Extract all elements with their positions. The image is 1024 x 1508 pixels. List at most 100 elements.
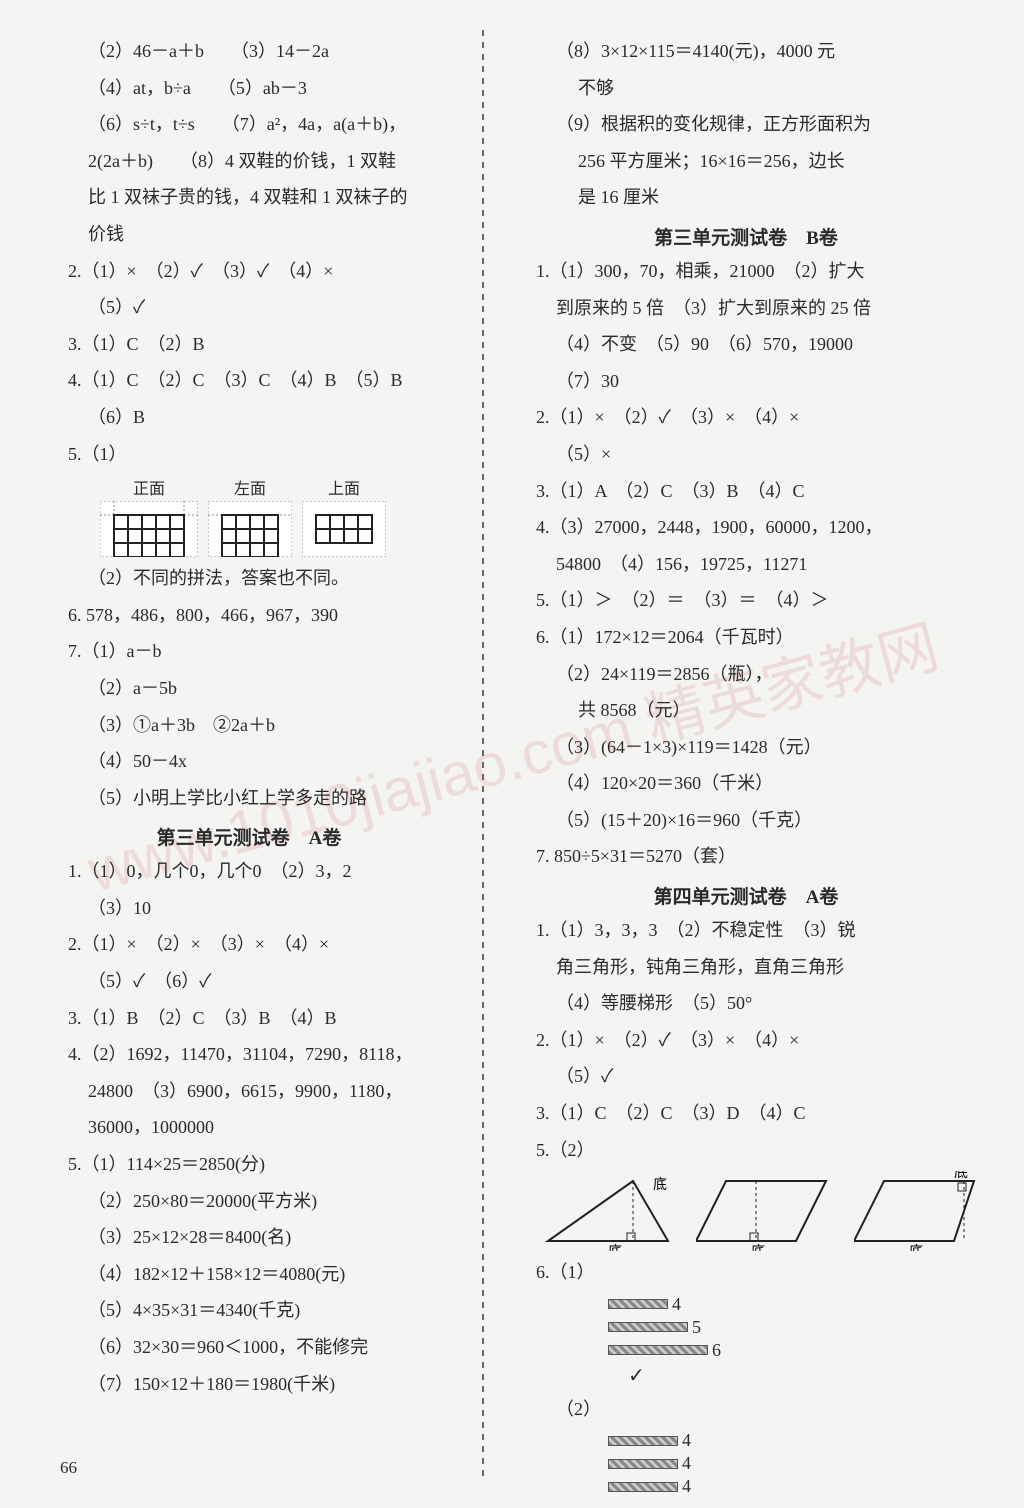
text-line: 6.（1）172×12＝2064（千瓦时） — [536, 622, 984, 653]
text-line: 共 8568（元） — [578, 695, 984, 726]
text-line: （5）✓ （6）✓ — [88, 966, 458, 997]
grid-left-icon — [208, 501, 292, 557]
text-line: 1.（1）0，几个0，几个0 （2）3，2 — [68, 856, 458, 887]
text-line: 5.（1）＞ （2）＝ （3）＝ （4）＞ — [536, 585, 984, 616]
bar-stack-1: 4 5 6 ✓ — [608, 1294, 984, 1388]
text-line: （4）等腰梯形 （5）50° — [556, 988, 984, 1019]
text-line: 价钱 — [88, 219, 458, 250]
text-line: （9）根据积的变化规律，正方形面积为 — [556, 109, 984, 140]
text-line: 4.（1）C （2）C （3）C （4）B （5）B — [68, 365, 458, 396]
text-line: 2.（1）× （2）✓ （3）× （4）× — [536, 402, 984, 433]
text-line: （7）30 — [556, 366, 984, 397]
text-line: （3）(64－1×3)×119＝1428（元） — [556, 732, 984, 763]
text-line: 3.（1）C （2）B — [68, 329, 458, 360]
parallelogram-icon: 底 — [696, 1171, 836, 1251]
bar-label: 6 — [712, 1340, 721, 1361]
bar-label: 4 — [682, 1453, 691, 1474]
left-column: （2）46－a＋b （3）14－2a （4）at，b÷a （5）ab－3 （6）… — [40, 30, 458, 1478]
text-line: 4.（2）1692，11470，31104，7290，8118， — [68, 1039, 458, 1070]
bar-icon — [608, 1459, 678, 1469]
text-line: 6. 578，486，800，466，967，390 — [68, 600, 458, 631]
text-line: 5.（1） — [68, 439, 458, 470]
text-line: （5）✓ — [556, 1061, 984, 1092]
column-divider — [482, 30, 484, 1478]
text-line: （6）s÷t，t÷s （7）a²，4a，a(a＋b)， — [88, 109, 458, 140]
bar-label: 4 — [672, 1294, 681, 1315]
bar-icon — [608, 1299, 668, 1309]
text-line: 24800 （3）6900，6615，9900，1180， — [88, 1076, 458, 1107]
text-line: 5.（1）114×25＝2850(分) — [68, 1149, 458, 1180]
text-line: （5）✓ — [88, 292, 458, 323]
text-line: 3.（1）A （2）C （3）B （4）C — [536, 476, 984, 507]
bar-label: 5 — [692, 1317, 701, 1338]
text-line: （2）250×80＝20000(平方米) — [88, 1186, 458, 1217]
page-columns: （2）46－a＋b （3）14－2a （4）at，b÷a （5）ab－3 （6）… — [40, 30, 984, 1478]
text-line: （6）32×30＝960＜1000，不能修完 — [88, 1332, 458, 1363]
text-line: （2）24×119＝2856（瓶）， — [556, 659, 984, 690]
text-line: （4）at，b÷a （5）ab－3 — [88, 73, 458, 104]
text-line: （4）不变 （5）90 （6）570，19000 — [556, 329, 984, 360]
text-line: （8）3×12×115＝4140(元)，4000 元 — [556, 36, 984, 67]
text-line: （4）182×12＋158×12＝4080(元) — [88, 1259, 458, 1290]
grid-label-left: 左面 — [208, 475, 292, 499]
text-line: （3）10 — [88, 893, 458, 924]
svg-text:底: 底 — [653, 1177, 667, 1193]
heading-unit4-a: 第四单元测试卷 A卷 — [508, 882, 984, 909]
shapes-row: 底 底 底 底 底 — [538, 1171, 984, 1251]
text-line: 是 16 厘米 — [578, 182, 984, 213]
bar-icon — [608, 1345, 708, 1355]
text-line: 36000，1000000 — [88, 1112, 458, 1143]
text-line: （2）不同的拼法，答案也不同。 — [88, 563, 458, 594]
text-line: （5）小明上学比小红上学多走的路 — [88, 783, 458, 814]
bar-icon — [608, 1436, 678, 1446]
text-line: 256 平方厘米；16×16＝256，边长 — [578, 146, 984, 177]
text-line: 2(2a＋b) （8）4 双鞋的价钱，1 双鞋 — [88, 146, 458, 177]
grid-front-icon — [100, 501, 198, 557]
check-icon: ✓ — [628, 1363, 984, 1388]
bar-label: 4 — [682, 1476, 691, 1497]
text-line: 1.（1）3，3，3 （2）不稳定性 （3）锐 — [536, 915, 984, 946]
grid-top-icon — [302, 501, 386, 557]
text-line: （2）a－5b — [88, 673, 458, 704]
svg-text:底: 底 — [751, 1244, 765, 1251]
bar-icon — [608, 1482, 678, 1492]
page-number: 66 — [60, 1458, 77, 1478]
text-line: （4）120×20＝360（千米） — [556, 768, 984, 799]
text-line: 2.（1）× （2）✓ （3）✓ （4）× — [68, 256, 458, 287]
cube-view-grids: 正面 左面 — [100, 475, 458, 557]
text-line: 到原来的 5 倍 （3）扩大到原来的 25 倍 — [556, 293, 984, 324]
text-line: 1.（1）300，70，相乘，21000 （2）扩大 — [536, 256, 984, 287]
text-line: 3.（1）B （2）C （3）B （4）B — [68, 1003, 458, 1034]
svg-text:底: 底 — [608, 1244, 622, 1251]
text-line: 7. 850÷5×31＝5270（套） — [536, 841, 984, 872]
text-line: （6）B — [88, 402, 458, 433]
bar-stack-2: 4 4 4 — [608, 1430, 984, 1497]
text-line: 不够 — [578, 73, 984, 104]
grid-label-front: 正面 — [100, 475, 198, 499]
text-line: 比 1 双袜子贵的钱，4 双鞋和 1 双袜子的 — [88, 182, 458, 213]
text-line: （2） — [556, 1394, 984, 1425]
triangle-icon: 底 底 — [538, 1171, 678, 1251]
text-line: 2.（1）× （2）× （3）× （4）× — [68, 929, 458, 960]
heading-unit3-a: 第三单元测试卷 A卷 — [40, 823, 458, 850]
text-line: （3）①a＋3b ②2a＋b — [88, 710, 458, 741]
text-line: 7.（1）a－b — [68, 636, 458, 667]
text-line: （4）50－4x — [88, 746, 458, 777]
text-line: （3）25×12×28＝8400(名) — [88, 1222, 458, 1253]
text-line: （5）4×35×31＝4340(千克) — [88, 1295, 458, 1326]
text-line: 54800 （4）156，19725，11271 — [556, 549, 984, 580]
text-line: 2.（1）× （2）✓ （3）× （4）× — [536, 1025, 984, 1056]
text-line: （5）(15＋20)×16＝960（千克） — [556, 805, 984, 836]
text-line: 角三角形，钝角三角形，直角三角形 — [556, 952, 984, 983]
text-line: 5.（2） — [536, 1135, 984, 1166]
svg-text:底: 底 — [909, 1244, 923, 1251]
text-line: （7）150×12＋180＝1980(千米) — [88, 1369, 458, 1400]
heading-unit3-b: 第三单元测试卷 B卷 — [508, 223, 984, 250]
text-line: 4.（3）27000，2448，1900，60000，1200， — [536, 512, 984, 543]
text-line: （5）× — [556, 439, 984, 470]
text-line: 6.（1） — [536, 1257, 984, 1288]
right-column: （8）3×12×115＝4140(元)，4000 元 不够 （9）根据积的变化规… — [508, 30, 984, 1478]
text-line: 3.（1）C （2）C （3）D （4）C — [536, 1098, 984, 1129]
trapezoid-icon: 底 底 — [854, 1171, 984, 1251]
bar-label: 4 — [682, 1430, 691, 1451]
